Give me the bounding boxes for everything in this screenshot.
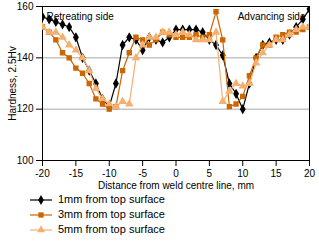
svg-text:Hardness, 2.5Hv: Hardness, 2.5Hv [7, 46, 18, 120]
svg-text:160: 160 [17, 1, 34, 12]
svg-text:Distance from weld centre line: Distance from weld centre line, mm [98, 180, 254, 191]
svg-text:100: 100 [17, 155, 34, 166]
svg-text:-20: -20 [35, 168, 50, 179]
html-text:1mm from top surface: 1mm from top surface [58, 193, 165, 205]
svg-text:15: 15 [271, 168, 283, 179]
svg-text:120: 120 [17, 103, 34, 114]
svg-text:140: 140 [17, 52, 34, 63]
svg-text:5: 5 [207, 168, 213, 179]
html-text:3mm from top surface: 3mm from top surface [58, 208, 165, 220]
svg-text:10: 10 [237, 168, 249, 179]
svg-text:20: 20 [304, 168, 316, 179]
svg-text:Advancing side: Advancing side [238, 11, 306, 22]
svg-text:-5: -5 [138, 168, 147, 179]
svg-text:Retreating side: Retreating side [47, 11, 115, 22]
svg-text:-10: -10 [102, 168, 117, 179]
svg-text:-15: -15 [69, 168, 84, 179]
svg-text:0: 0 [173, 168, 179, 179]
html-text:5mm from top surface: 5mm from top surface [58, 223, 165, 235]
